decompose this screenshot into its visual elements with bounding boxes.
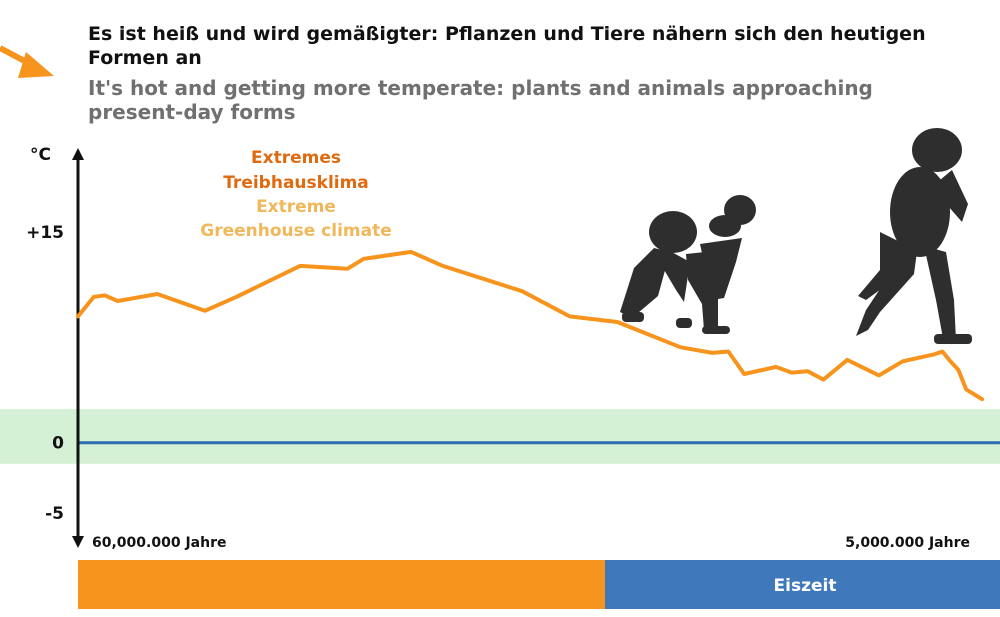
temperate-band-left [0,409,78,464]
x-start-label: 60,000.000 Jahre [92,535,226,551]
ape-figure-icon [620,195,756,334]
annotation-label: Extreme [256,197,336,217]
annotation-label: Extremes [251,148,341,168]
period-bar-ice-age [605,560,1000,609]
temperature-series-line [76,249,985,402]
annotation-label: Greenhouse climate [200,221,392,241]
y-tick-label: +15 [26,223,64,243]
y-axis-label: °C [30,145,51,165]
y-tick-label: -5 [45,504,64,524]
early-human-figure-icon [856,128,972,344]
period-bar-greenhouse [78,560,605,609]
page-title-en: It's hot and getting more temperate: pla… [88,76,873,124]
y-axis-arrow-down-icon [72,536,84,548]
ice-age-label: Eiszeit [774,576,837,596]
orange-arrow-icon [0,45,54,78]
x-end-label: 5,000.000 Jahre [845,535,970,551]
temperate-band [78,409,1000,464]
annotation-label: Treibhausklima [223,173,369,193]
y-tick-label: 0 [52,434,64,454]
y-axis-arrow-up-icon [72,148,84,160]
page-title-de: Es ist heiß und wird gemäßigter: Pflanze… [88,23,926,69]
